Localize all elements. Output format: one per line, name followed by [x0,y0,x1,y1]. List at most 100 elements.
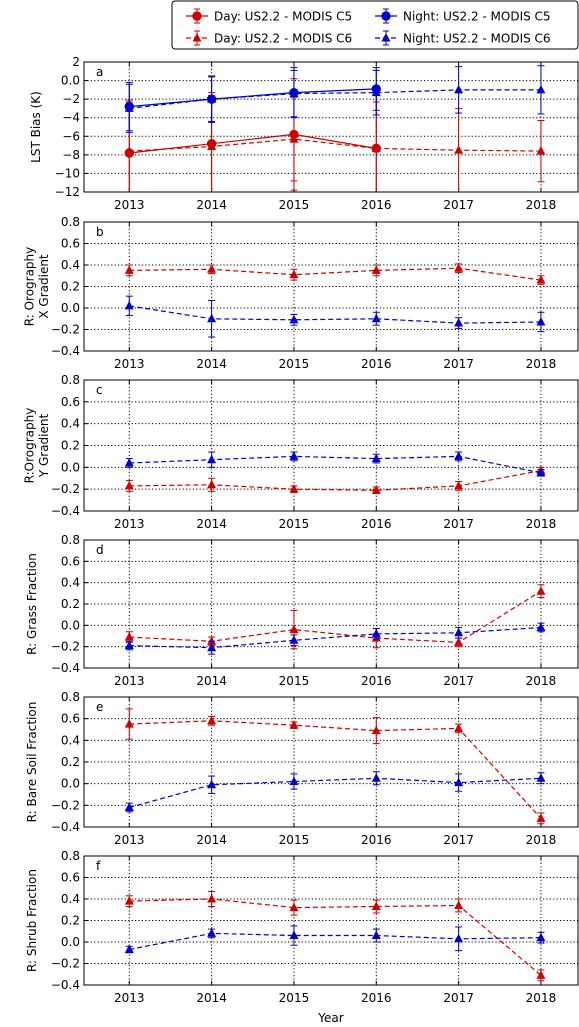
data-point [454,637,464,646]
y-tick-label: 0.0 [61,777,80,791]
plot-frame [83,696,579,828]
y-tick-label: 0.6 [61,712,80,726]
data-point [289,930,299,940]
x-tick-label: 2015 [279,198,310,212]
series-group [124,263,546,338]
y-tick-label: −12 [55,185,80,199]
y-tick-label: 0.2 [61,597,80,611]
x-tick-label: 2014 [196,198,227,212]
legend: Day: US2.2 - MODIS C5 Day: US2.2 - MODIS … [171,0,579,50]
x-tick-label: 2018 [526,674,557,688]
data-point [454,480,464,490]
y-tick-label: 0.2 [61,755,80,769]
data-point [207,928,217,937]
series-group [124,451,546,495]
legend-label: Night: US2.2 - MODIS C5 [403,10,551,24]
series-line [129,470,542,491]
y-tick-label: −8 [62,148,80,162]
y-tick-label: 0.0 [61,618,80,632]
data-point [536,316,546,326]
x-tick-label: 2014 [196,991,227,1005]
legend-marker [192,11,202,21]
data-point [536,586,546,595]
data-point [536,467,546,477]
data-point [289,451,299,460]
data-point [289,314,299,324]
series-2 [124,295,546,338]
panel-b: 0.8 0.6 0.4 0.2 0.0 −0.2 −0.4 2013 2014 2015 2016 2… [23,215,579,371]
x-tick-label: 2017 [443,517,474,531]
x-tick-label: 2015 [279,674,310,688]
data-point [124,802,134,811]
data-point [371,773,381,782]
y-tick-label: −0.2 [51,957,80,971]
data-point [289,134,299,143]
series-line [129,138,541,152]
x-tick-label: 2016 [361,517,392,531]
data-point [124,944,134,954]
panel-d: 0.8 0.6 0.4 0.2 0.0 −0.2 −0.4 2013 2014 2015 2016 2… [25,533,579,688]
legend-label: Night: US2.2 - MODIS C6 [403,32,551,46]
x-tick-label: 2014 [196,674,227,688]
y-tick-label: 0.6 [61,237,80,251]
panel-e: 0.8 0.6 0.4 0.2 0.0 −0.2 −0.4 2013 2014 2015 2016 2… [25,690,579,847]
legend-marker [381,11,391,21]
series-line [129,590,542,644]
x-tick-label: 2013 [114,198,145,212]
series-line [129,267,541,281]
data-point [454,263,464,272]
data-point [536,275,546,284]
data-point [124,265,134,274]
panel-c: 0.8 0.6 0.4 0.2 0.0 −0.2 −0.4 2013 2014 2015 2016 2… [23,373,579,531]
data-point [536,932,546,942]
data-point [207,454,217,464]
x-tick-label: 2017 [443,833,474,847]
data-point [454,145,464,154]
data-point [371,143,381,152]
y-tick-label: −2 [62,92,80,106]
series-1 [124,78,381,192]
data-point [454,318,464,327]
legend-label: Day: US2.2 - MODIS C5 [214,10,352,24]
y-tick-label: 0.8 [61,849,80,863]
data-point [371,901,381,911]
data-point [371,485,381,494]
data-point [371,453,381,463]
plot-frame [83,379,579,512]
data-point [124,632,134,641]
plot-frame [83,539,579,669]
legend-item: Day: US2.2 - MODIS C5 [186,8,352,24]
plot-frame [83,221,579,352]
y-tick-label: 0.0 [61,301,80,315]
y-tick-label: −0.2 [51,323,80,337]
y-axis-label: LST Bias (K) [29,91,43,163]
y-tick-label: 0.8 [61,690,80,704]
data-point [289,88,299,98]
data-point [207,479,217,489]
data-point [124,457,134,467]
data-point [536,813,546,822]
series-2 [124,771,546,813]
data-point [371,313,381,323]
data-point [371,930,381,940]
series-1 [124,465,546,495]
data-point [371,725,381,735]
data-point [536,84,546,94]
y-tick-label: 0.0 [61,74,80,88]
series-4 [124,65,546,134]
data-point [207,779,217,789]
y-tick-label: 0.2 [61,439,80,453]
y-tick-label: 0.0 [61,935,80,949]
y-tick-label: 0.8 [61,215,80,229]
series-1 [124,890,546,982]
data-point [124,480,134,490]
panel-letter: f [96,859,101,873]
x-tick-label: 2013 [114,517,145,531]
data-point [536,146,546,155]
y-tick-label: 0.8 [61,373,80,387]
data-point [289,484,299,493]
y-axis-label: R: Bare Soil Fraction [25,702,39,823]
data-point [454,451,464,460]
x-tick-label: 2013 [114,991,145,1005]
data-point [536,622,546,631]
